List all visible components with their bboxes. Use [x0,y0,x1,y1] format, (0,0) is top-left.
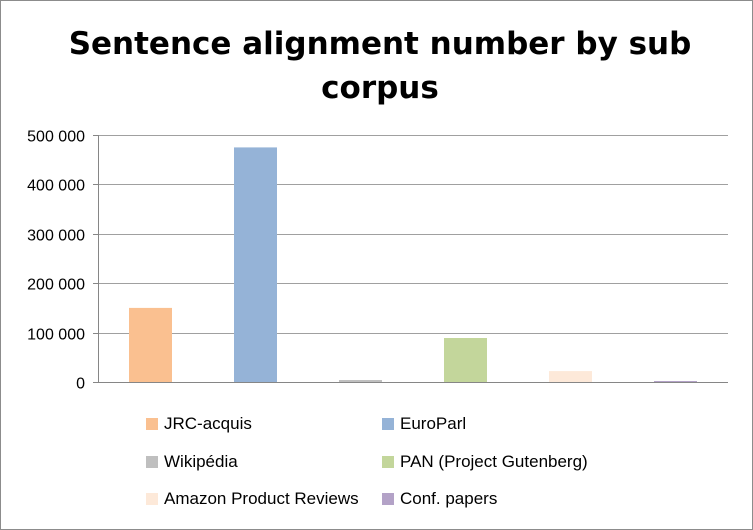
y-tick-label: 100 000 [27,327,85,344]
chart-title: Sentence alignment number by sub corpus [68,26,692,106]
bar-europarl [234,147,277,382]
bar-pan-project-gutenberg [444,338,487,382]
y-tick-label: 200 000 [27,277,85,294]
bar-amazon-product-reviews [549,371,592,382]
y-axis-ticks: 0 100 000 200 000 300 000 400 000 500 000 [27,129,99,393]
y-tick-label: 500 000 [27,129,85,146]
y-tick-label: 300 000 [27,228,85,245]
gridlines [98,135,728,383]
bar-wikip-dia [339,380,382,382]
bar-jrc-acquis [129,307,172,382]
bars [129,147,697,382]
bar-conf-papers [654,381,697,382]
y-tick-label: 0 [76,376,85,393]
y-tick-label: 400 000 [27,178,85,195]
